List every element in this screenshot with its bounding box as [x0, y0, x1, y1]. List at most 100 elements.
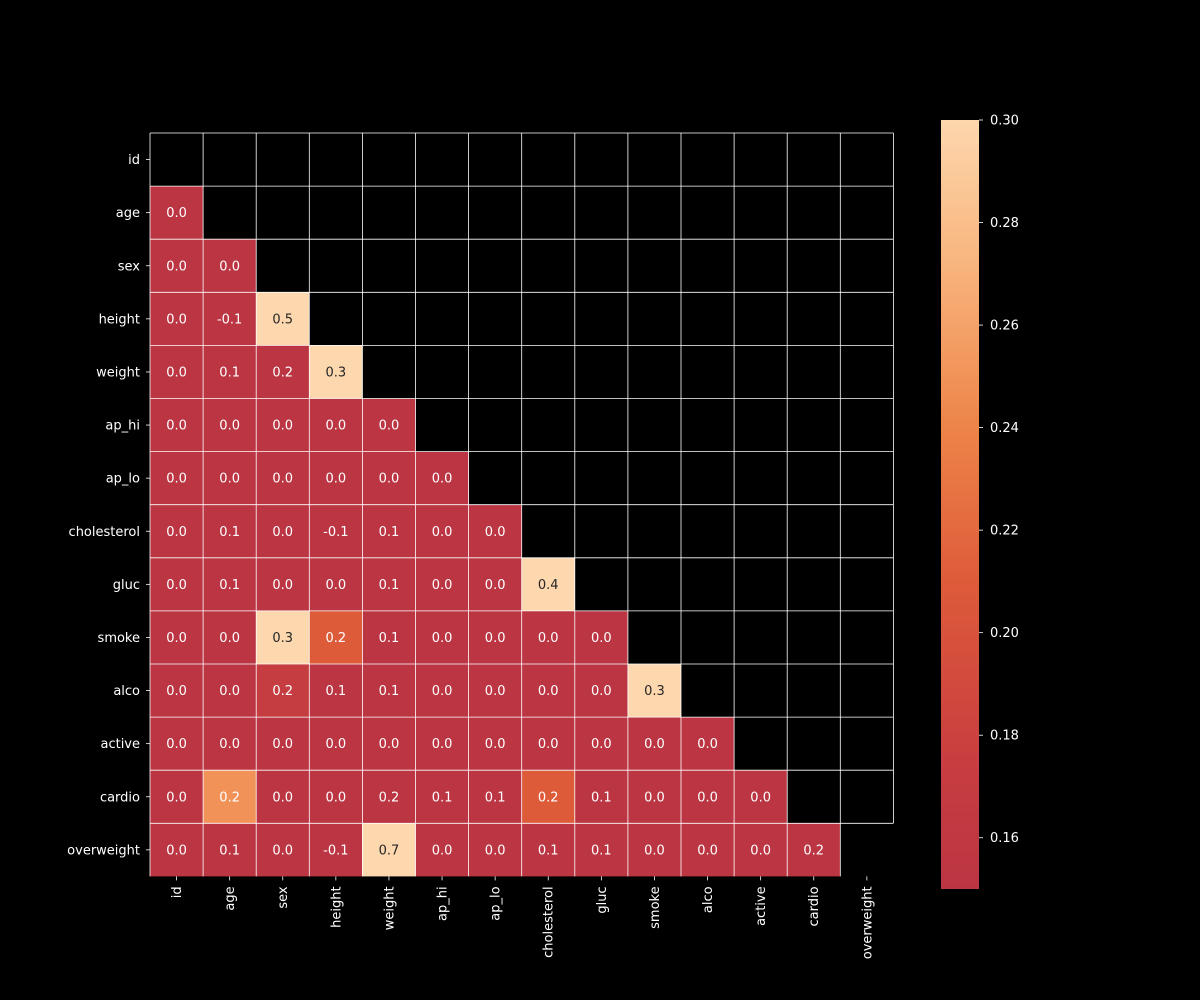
- cell-value-label: 0.0: [432, 525, 453, 540]
- cell-value-label: 0.1: [538, 843, 559, 858]
- heatmap-cell: [203, 770, 257, 824]
- cell-value-label: 0.0: [166, 843, 187, 858]
- cell-value-label: 0.3: [272, 631, 293, 646]
- cell-value-label: 0.0: [219, 737, 240, 752]
- heatmap-cell: [203, 292, 257, 346]
- heatmap-cell: [150, 186, 204, 240]
- heatmap-cell: [627, 823, 681, 877]
- x-tick-label: overweight: [860, 886, 875, 959]
- heatmap-cell: [681, 823, 735, 877]
- heatmap-cell: [468, 770, 522, 824]
- y-tick-label: overweight: [67, 843, 140, 858]
- heatmap-cell: [203, 239, 257, 293]
- cell-value-label: 0.1: [485, 790, 506, 805]
- cell-value-label: 0.2: [272, 365, 293, 380]
- cell-value-label: 0.1: [219, 365, 240, 380]
- heatmap-cell: [468, 557, 522, 611]
- cell-value-label: 0.0: [538, 737, 559, 752]
- cell-value-label: 0.0: [485, 525, 506, 540]
- cell-value-label: 0.2: [326, 631, 347, 646]
- cell-value-label: 0.0: [166, 365, 187, 380]
- heatmap-cell: [256, 345, 310, 399]
- cell-value-label: 0.1: [379, 578, 400, 593]
- heatmap-cell: [521, 664, 575, 718]
- cell-value-label: 0.0: [538, 684, 559, 699]
- cell-value-label: 0.0: [379, 737, 400, 752]
- cell-value-label: 0.1: [219, 578, 240, 593]
- heatmap-cell: [574, 770, 628, 824]
- heatmap-cell: [574, 610, 628, 664]
- heatmap-cell: [415, 717, 469, 771]
- heatmap-cell: [362, 451, 416, 505]
- heatmap-cell: [256, 610, 310, 664]
- heatmap-cell: [787, 823, 841, 877]
- cell-value-label: 0.0: [485, 737, 506, 752]
- cell-value-label: 0.0: [272, 737, 293, 752]
- heatmap-cell: [574, 717, 628, 771]
- cell-value-label: 0.0: [272, 419, 293, 434]
- heatmap-cell: [150, 345, 204, 399]
- cell-value-label: 0.0: [432, 578, 453, 593]
- cell-value-label: 0.0: [166, 525, 187, 540]
- heatmap-cell: [362, 610, 416, 664]
- heatmap-cell: [362, 717, 416, 771]
- heatmap-cell: [150, 451, 204, 505]
- colorbar: [941, 120, 979, 889]
- heatmap-cell: [415, 451, 469, 505]
- cell-value-label: -0.1: [217, 312, 242, 327]
- cell-value-label: 0.0: [697, 737, 718, 752]
- cell-value-label: 0.3: [644, 684, 665, 699]
- cell-value-label: 0.0: [326, 578, 347, 593]
- heatmap-cell: [521, 557, 575, 611]
- heatmap-cell: [521, 823, 575, 877]
- heatmap-cell: [362, 398, 416, 452]
- cell-value-label: 0.1: [591, 790, 612, 805]
- cell-value-label: 0.0: [538, 631, 559, 646]
- cell-value-label: 0.0: [697, 843, 718, 858]
- heatmap-cell: [362, 770, 416, 824]
- cell-value-label: 0.0: [272, 790, 293, 805]
- heatmap-cell: [362, 823, 416, 877]
- cell-value-label: 0.0: [432, 472, 453, 487]
- cell-value-label: 0.0: [379, 472, 400, 487]
- cell-value-label: 0.2: [272, 684, 293, 699]
- y-axis-tick-labels: id age sex height weight ap_hi ap_lo cholestero…: [67, 153, 150, 858]
- cell-value-label: 0.0: [485, 684, 506, 699]
- heatmap-cell: [627, 664, 681, 718]
- y-tick-label: cholesterol: [69, 525, 140, 540]
- heatmap-cell: [256, 557, 310, 611]
- cell-value-label: 0.0: [644, 737, 665, 752]
- cell-value-label: -0.1: [323, 525, 348, 540]
- cell-value-label: 0.0: [750, 843, 771, 858]
- colorbar-tick-label: 0.26: [990, 319, 1019, 334]
- y-tick-label: gluc: [113, 578, 140, 593]
- cell-value-label: 0.0: [166, 578, 187, 593]
- heatmap-cell: [415, 610, 469, 664]
- cell-value-label: 0.2: [803, 843, 824, 858]
- heatmap-cell: [150, 770, 204, 824]
- cell-value-label: 0.0: [219, 684, 240, 699]
- heatmap-cell: [203, 345, 257, 399]
- x-tick-label: ap_hi: [436, 886, 451, 921]
- heatmap-cell: [309, 823, 363, 877]
- heatmap-cell: [362, 664, 416, 718]
- y-tick-label: id: [128, 153, 140, 168]
- heatmap-cell: [203, 451, 257, 505]
- heatmap-cell: [150, 239, 204, 293]
- cell-value-label: 0.1: [219, 525, 240, 540]
- heatmap-cell: [415, 504, 469, 558]
- colorbar-tick-label: 0.30: [990, 114, 1019, 129]
- cell-value-label: 0.0: [166, 472, 187, 487]
- x-tick-label: cardio: [807, 886, 822, 926]
- x-tick-label: sex: [276, 886, 291, 909]
- heatmap-cell: [362, 504, 416, 558]
- y-tick-label: cardio: [100, 790, 140, 805]
- cell-value-label: 0.0: [219, 259, 240, 274]
- heatmap-cell: [150, 557, 204, 611]
- heatmap-cell: [521, 717, 575, 771]
- heatmap-cell: [256, 717, 310, 771]
- cell-value-label: 0.0: [644, 843, 665, 858]
- cell-value-label: 0.0: [432, 631, 453, 646]
- heatmap-cell: [309, 557, 363, 611]
- heatmap-cell: [203, 398, 257, 452]
